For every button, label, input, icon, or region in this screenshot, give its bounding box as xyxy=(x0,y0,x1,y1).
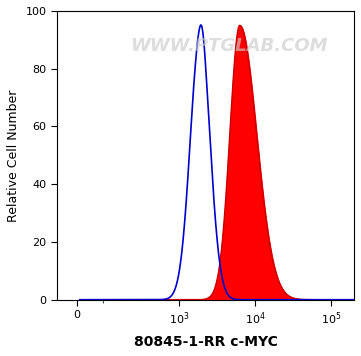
X-axis label: 80845-1-RR c-MYC: 80845-1-RR c-MYC xyxy=(134,335,277,349)
Text: WWW.PTGLAB.COM: WWW.PTGLAB.COM xyxy=(131,37,328,54)
Y-axis label: Relative Cell Number: Relative Cell Number xyxy=(7,89,20,221)
